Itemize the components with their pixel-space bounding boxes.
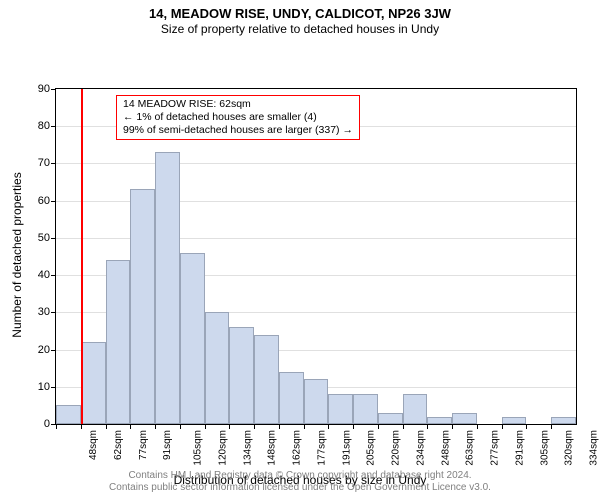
x-tick-label: 177sqm xyxy=(316,430,327,466)
chart-container: 14, MEADOW RISE, UNDY, CALDICOT, NP26 3J… xyxy=(0,0,600,493)
x-tick-mark xyxy=(403,424,404,429)
x-tick-label: 77sqm xyxy=(138,430,149,460)
histogram-bar xyxy=(106,260,131,424)
y-tick-label: 30 xyxy=(38,306,56,318)
x-tick-label: 334sqm xyxy=(589,430,600,466)
histogram-bar xyxy=(155,152,180,424)
x-tick-label: 220sqm xyxy=(391,430,402,466)
plot-area: 010203040506070809048sqm62sqm77sqm91sqm1… xyxy=(55,88,577,425)
y-tick-label: 40 xyxy=(38,269,56,281)
x-tick-mark xyxy=(254,424,255,429)
x-tick-mark xyxy=(328,424,329,429)
x-tick-mark xyxy=(155,424,156,429)
page-title: 14, MEADOW RISE, UNDY, CALDICOT, NP26 3J… xyxy=(0,0,600,22)
x-tick-mark xyxy=(56,424,57,429)
x-tick-mark xyxy=(304,424,305,429)
x-tick-mark xyxy=(477,424,478,429)
property-info-box: 14 MEADOW RISE: 62sqm← 1% of detached ho… xyxy=(116,95,360,140)
x-tick-label: 105sqm xyxy=(193,430,204,466)
x-tick-label: 291sqm xyxy=(515,430,526,466)
x-tick-mark xyxy=(353,424,354,429)
histogram-bar xyxy=(279,372,304,424)
x-tick-label: 162sqm xyxy=(292,430,303,466)
x-tick-mark xyxy=(130,424,131,429)
y-tick-label: 20 xyxy=(38,344,56,356)
footer-line-2: Contains public sector information licen… xyxy=(0,482,600,494)
x-tick-mark xyxy=(205,424,206,429)
info-line-size: 14 MEADOW RISE: 62sqm xyxy=(123,98,353,111)
x-tick-label: 263sqm xyxy=(465,430,476,466)
histogram-bar xyxy=(254,335,279,424)
x-tick-mark xyxy=(81,424,82,429)
x-tick-label: 248sqm xyxy=(440,430,451,466)
histogram-bar xyxy=(353,394,378,424)
x-tick-mark xyxy=(180,424,181,429)
x-tick-mark xyxy=(551,424,552,429)
y-tick-label: 60 xyxy=(38,195,56,207)
x-tick-label: 277sqm xyxy=(490,430,501,466)
x-tick-label: 134sqm xyxy=(242,430,253,466)
x-tick-mark xyxy=(378,424,379,429)
x-tick-mark xyxy=(526,424,527,429)
histogram-bar xyxy=(304,379,329,424)
x-tick-label: 234sqm xyxy=(415,430,426,466)
y-tick-label: 90 xyxy=(38,83,56,95)
y-tick-label: 10 xyxy=(38,381,56,393)
x-tick-label: 191sqm xyxy=(341,430,352,466)
footer-line-1: Contains HM Land Registry data © Crown c… xyxy=(0,470,600,482)
y-axis-label: Number of detached properties xyxy=(10,173,24,338)
histogram-bar xyxy=(427,417,452,424)
histogram-bar xyxy=(56,405,81,424)
property-marker-line xyxy=(81,89,83,424)
info-line-smaller: ← 1% of detached houses are smaller (4) xyxy=(123,111,353,124)
x-tick-label: 148sqm xyxy=(267,430,278,466)
histogram-bar xyxy=(328,394,353,424)
histogram-bar xyxy=(551,417,576,424)
x-tick-mark xyxy=(279,424,280,429)
histogram-bar xyxy=(130,189,155,424)
x-tick-label: 62sqm xyxy=(113,430,124,460)
histogram-chart: 0 10 20 30 40 50 60 70 80 90 48sqm 62sqm 77sqm 91sqm 1… xyxy=(0,36,600,493)
x-tick-label: 48sqm xyxy=(88,430,99,460)
histogram-bar xyxy=(502,417,527,424)
histogram-bar xyxy=(205,312,230,424)
y-tick-label: 70 xyxy=(38,157,56,169)
y-tick-label: 50 xyxy=(38,232,56,244)
histogram-bar xyxy=(452,413,477,424)
x-tick-mark xyxy=(502,424,503,429)
x-tick-label: 120sqm xyxy=(217,430,228,466)
y-tick-label: 80 xyxy=(38,120,56,132)
x-tick-mark xyxy=(427,424,428,429)
x-tick-label: 205sqm xyxy=(366,430,377,466)
x-tick-mark xyxy=(229,424,230,429)
y-tick-label: 0 xyxy=(44,418,56,430)
x-tick-label: 91sqm xyxy=(162,430,173,460)
grid-line xyxy=(56,163,576,164)
chart-subtitle: Size of property relative to detached ho… xyxy=(0,22,600,36)
x-tick-mark xyxy=(452,424,453,429)
x-tick-label: 305sqm xyxy=(539,430,550,466)
footer-attribution: Contains HM Land Registry data © Crown c… xyxy=(0,470,600,494)
info-line-larger: 99% of semi-detached houses are larger (… xyxy=(123,124,353,137)
histogram-bar xyxy=(403,394,428,424)
histogram-bar xyxy=(229,327,254,424)
histogram-bar xyxy=(180,253,205,424)
histogram-bar xyxy=(81,342,106,424)
x-tick-mark xyxy=(106,424,107,429)
histogram-bar xyxy=(378,413,403,424)
x-tick-label: 320sqm xyxy=(564,430,575,466)
